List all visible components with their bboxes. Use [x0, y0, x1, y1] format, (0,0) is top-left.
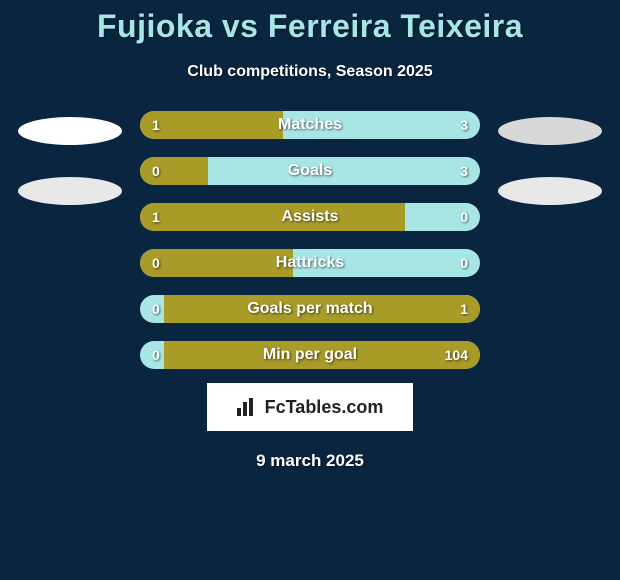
right-disc-column [498, 111, 602, 205]
stat-left-value: 0 [152, 301, 160, 317]
stat-fill [140, 203, 405, 231]
stat-bar-hattricks: 0 Hattricks 0 [140, 249, 480, 277]
stats-area: 1 Matches 3 0 Goals 3 1 Assists 0 0 Hattricks 0 0 Goa… [0, 111, 620, 369]
stat-left-value: 0 [152, 163, 160, 179]
stat-right-value: 1 [460, 301, 468, 317]
stat-right-value: 0 [460, 255, 468, 271]
bars-column: 1 Matches 3 0 Goals 3 1 Assists 0 0 Hattricks 0 0 Goa… [140, 111, 480, 369]
stat-label: Goals per match [247, 300, 372, 318]
stat-bar-matches: 1 Matches 3 [140, 111, 480, 139]
left-disc-1 [18, 177, 122, 205]
bars-icon [237, 398, 259, 416]
stat-bar-min-per-goal: 0 Min per goal 104 [140, 341, 480, 369]
stat-label: Matches [278, 116, 342, 134]
left-disc-column [18, 111, 122, 205]
stat-bar-goals-per-match: 0 Goals per match 1 [140, 295, 480, 323]
stat-label: Assists [282, 208, 339, 226]
page-title: Fujioka vs Ferreira Teixeira [0, 8, 620, 45]
stat-bar-assists: 1 Assists 0 [140, 203, 480, 231]
date-text: 9 march 2025 [0, 451, 620, 471]
right-disc-1 [498, 177, 602, 205]
stat-left-value: 1 [152, 209, 160, 225]
subtitle: Club competitions, Season 2025 [0, 63, 620, 81]
stat-fill [140, 249, 293, 277]
stat-label: Min per goal [263, 346, 357, 364]
stat-bar-goals: 0 Goals 3 [140, 157, 480, 185]
stat-right-value: 104 [445, 347, 468, 363]
brand-box: FcTables.com [207, 383, 413, 431]
stat-right-value: 3 [460, 163, 468, 179]
stat-label: Hattricks [276, 254, 344, 272]
left-disc-0 [18, 117, 122, 145]
stat-right-value: 3 [460, 117, 468, 133]
stat-right-value: 0 [460, 209, 468, 225]
stat-left-value: 1 [152, 117, 160, 133]
stat-left-value: 0 [152, 347, 160, 363]
infographic-container: Fujioka vs Ferreira Teixeira Club compet… [0, 0, 620, 471]
stat-fill [140, 111, 283, 139]
right-disc-0 [498, 117, 602, 145]
stat-left-value: 0 [152, 255, 160, 271]
stat-label: Goals [288, 162, 332, 180]
stat-fill [140, 157, 208, 185]
brand-text: FcTables.com [265, 397, 384, 418]
